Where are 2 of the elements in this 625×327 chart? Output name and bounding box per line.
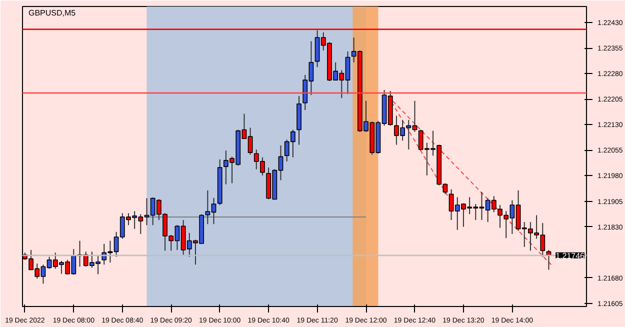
ref-line-label: 1.21746 [556, 251, 586, 260]
chart-title: GBPUSD,M5 [28, 8, 76, 18]
